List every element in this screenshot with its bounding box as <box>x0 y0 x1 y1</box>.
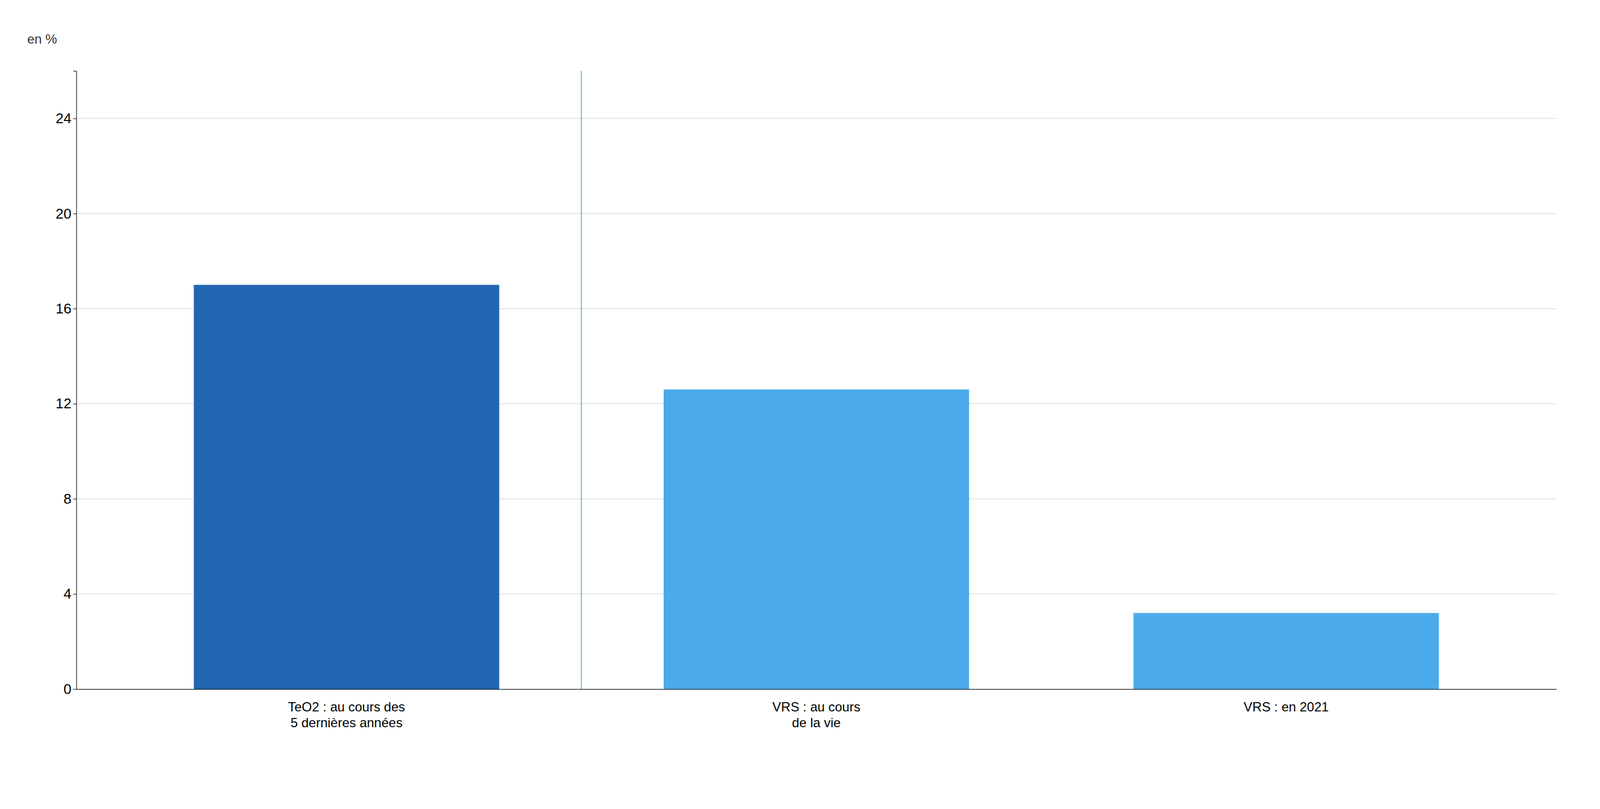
y-tick: 4 <box>63 585 77 603</box>
bar <box>1133 612 1440 690</box>
bar <box>193 285 499 690</box>
y-tick: 24 <box>55 110 77 127</box>
y-tick-mark <box>73 689 77 690</box>
y-tick-label: 12 <box>55 395 72 412</box>
y-tick-mark <box>73 498 77 500</box>
divider <box>580 70 582 690</box>
x-axis-line <box>76 689 1557 690</box>
y-tick-label: 4 <box>63 585 72 603</box>
x-tick-label: TeO2 : au cours des5 dernières années <box>287 699 406 731</box>
x-tick-label: VRS : en 2021 <box>1243 699 1329 715</box>
grid-line <box>76 117 1557 119</box>
y-tick-mark <box>73 308 77 310</box>
y-tick-mark <box>73 404 77 405</box>
y-axis-line <box>73 71 77 690</box>
y-tick: 16 <box>55 300 77 317</box>
y-tick-mark <box>73 118 77 119</box>
y-tick: 12 <box>55 395 77 412</box>
grid-line <box>76 213 1557 215</box>
x-tick: VRS : au coursde la vie <box>772 699 860 731</box>
x-tick: VRS : en 2021 <box>1243 699 1329 715</box>
y-axis: 0 4 8 12 16 20 24 <box>55 71 77 698</box>
y-tick-label: 8 <box>63 490 72 508</box>
y-tick-mark <box>73 594 77 595</box>
y-tick: 8 <box>63 490 77 508</box>
y-tick-label: 16 <box>55 300 72 317</box>
bar <box>663 389 970 690</box>
x-axis: TeO2 : au cours des5 dernières années VRS… <box>76 689 1557 731</box>
y-tick-mark <box>73 213 77 215</box>
bars <box>193 285 1439 690</box>
grid <box>76 118 1557 690</box>
x-tick: TeO2 : au cours des5 dernières années <box>287 699 406 731</box>
y-tick-label: 24 <box>55 110 72 127</box>
plot: 0 4 8 12 16 20 24 TeO2 : au cours des5 dernière… <box>55 70 1557 731</box>
y-tick-label: 0 <box>63 681 72 698</box>
chart: 0 4 8 12 16 20 24 TeO2 : au cours des5 dernière… <box>0 0 1600 809</box>
y-tick: 0 <box>63 681 77 698</box>
y-tick-label: 20 <box>55 205 72 222</box>
y-tick: 20 <box>55 205 77 222</box>
y-axis-title: en % <box>27 31 58 47</box>
x-tick-label: VRS : au coursde la vie <box>772 699 860 731</box>
